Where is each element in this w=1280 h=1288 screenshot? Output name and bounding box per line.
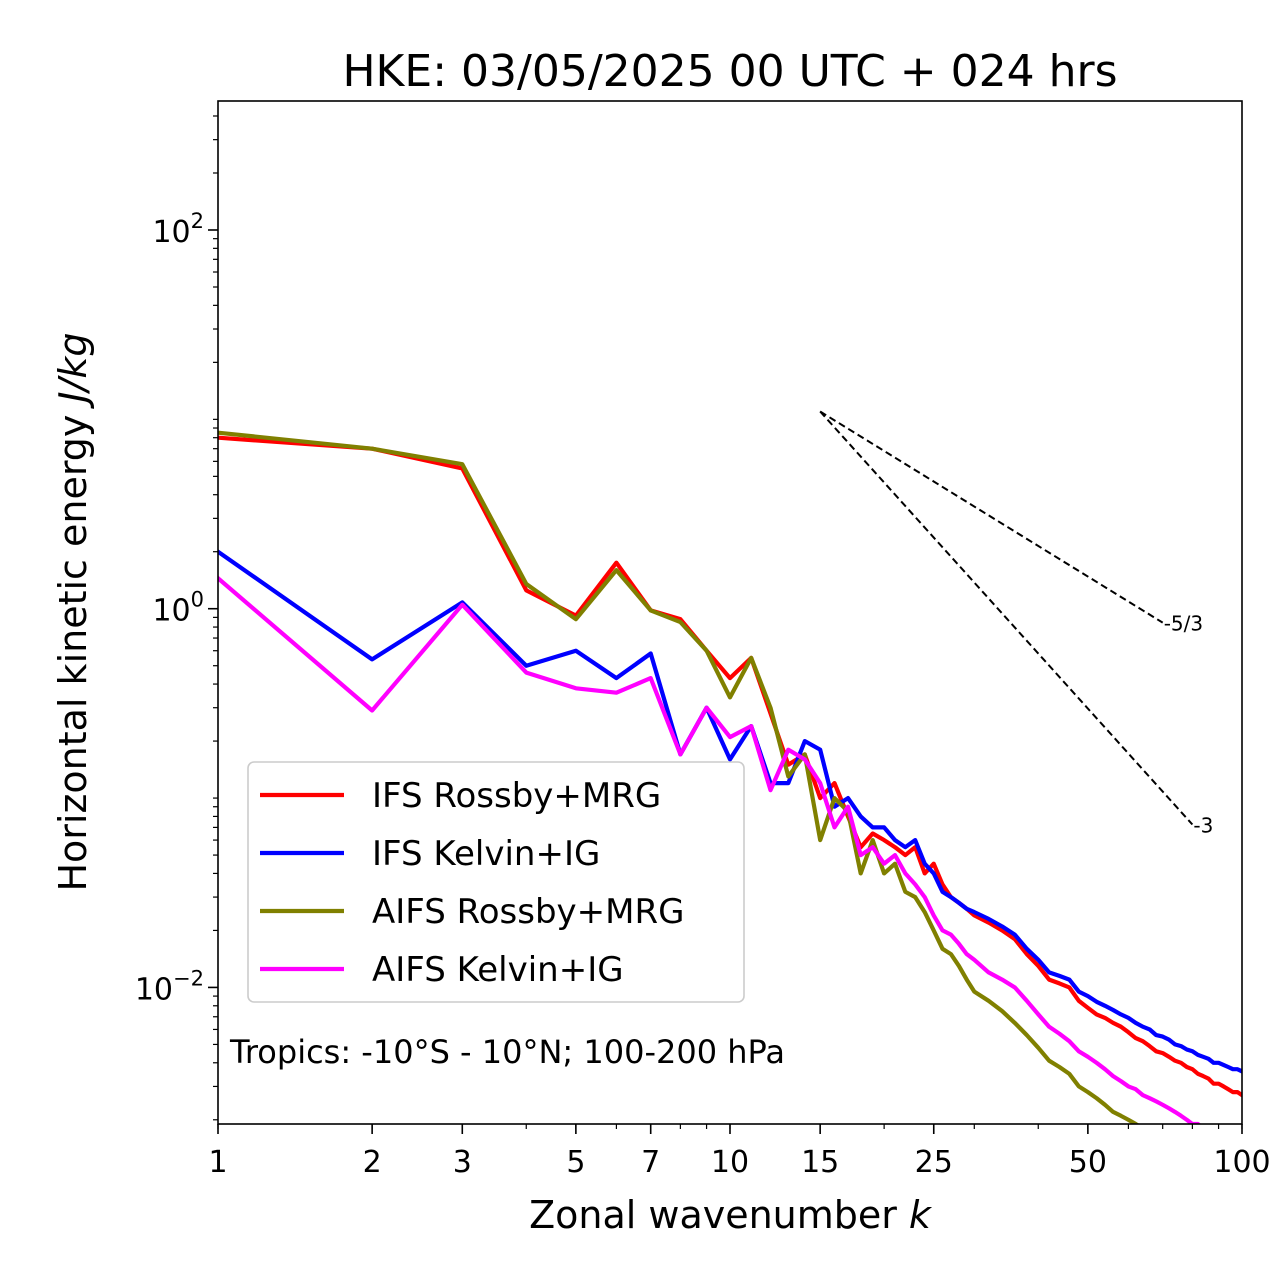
x-tick-label-5: 10 bbox=[711, 1145, 749, 1180]
y-tick-label-1: 100 bbox=[152, 588, 204, 629]
y-axis-title-unit: J/kg bbox=[51, 332, 95, 409]
x-axis-title: Zonal wavenumber k bbox=[529, 1193, 933, 1237]
legend-label-3: AIFS Kelvin+IG bbox=[372, 950, 624, 990]
legend-label-0: IFS Rossby+MRG bbox=[372, 776, 661, 816]
legend-label-1: IFS Kelvin+IG bbox=[372, 834, 600, 874]
x-tick-label-3: 5 bbox=[566, 1145, 585, 1180]
x-tick-label-0: 1 bbox=[208, 1145, 227, 1180]
reference-slope-line-1 bbox=[819, 410, 1194, 826]
reference-slope-label-1: -3 bbox=[1193, 814, 1213, 838]
x-tick-label-1: 2 bbox=[363, 1145, 382, 1180]
x-axis-ticks: 1 2 3 5 7 10 15 25 50 100 bbox=[208, 1124, 1271, 1180]
x-tick-label-2: 3 bbox=[453, 1145, 472, 1180]
y-tick-label-2: 10−2 bbox=[135, 966, 204, 1007]
x-tick-label-4: 7 bbox=[641, 1145, 660, 1180]
y-tick-base: 10 bbox=[152, 215, 190, 250]
y-axis-title: Horizontal kinetic energy J/kg bbox=[51, 332, 95, 891]
x-tick-label-6: 15 bbox=[801, 1145, 839, 1180]
legend-label-2: AIFS Rossby+MRG bbox=[372, 892, 684, 932]
legend: IFS Rossby+MRG IFS Kelvin+IG AIFS Rossby+M… bbox=[247, 761, 745, 1003]
x-axis-title-text: Zonal wavenumber bbox=[529, 1193, 897, 1237]
reference-slope-layer: -5/3 -3 bbox=[819, 410, 1213, 838]
x-tick-label-7: 25 bbox=[915, 1145, 953, 1180]
y-tick-base: 10 bbox=[135, 972, 173, 1007]
series-line-2 bbox=[218, 430, 1140, 1124]
y-axis-title-text: Horizontal kinetic energy bbox=[51, 415, 95, 892]
y-tick-exponent: −2 bbox=[173, 966, 204, 990]
legend-items: IFS Rossby+MRG IFS Kelvin+IG AIFS Rossby+M… bbox=[260, 776, 684, 990]
reference-slope-label-0: -5/3 bbox=[1164, 612, 1203, 636]
y-tick-exponent: 2 bbox=[191, 209, 204, 233]
y-tick-label-0: 102 bbox=[152, 209, 204, 250]
region-annotation: Tropics: -10°S - 10°N; 100-200 hPa bbox=[229, 1033, 785, 1071]
series-line-3 bbox=[218, 575, 1202, 1124]
legend-box bbox=[247, 761, 745, 1003]
x-tick-label-9: 100 bbox=[1213, 1145, 1270, 1180]
x-axis-title-variable: k bbox=[909, 1193, 933, 1237]
y-tick-base: 10 bbox=[152, 594, 190, 629]
reference-slope-line-0 bbox=[819, 410, 1164, 624]
series-layer bbox=[218, 430, 1242, 1124]
x-tick-label-8: 50 bbox=[1069, 1145, 1107, 1180]
chart-title: HKE: 03/05/2025 00 UTC + 024 hrs bbox=[342, 46, 1117, 97]
y-tick-exponent: 0 bbox=[191, 588, 204, 612]
